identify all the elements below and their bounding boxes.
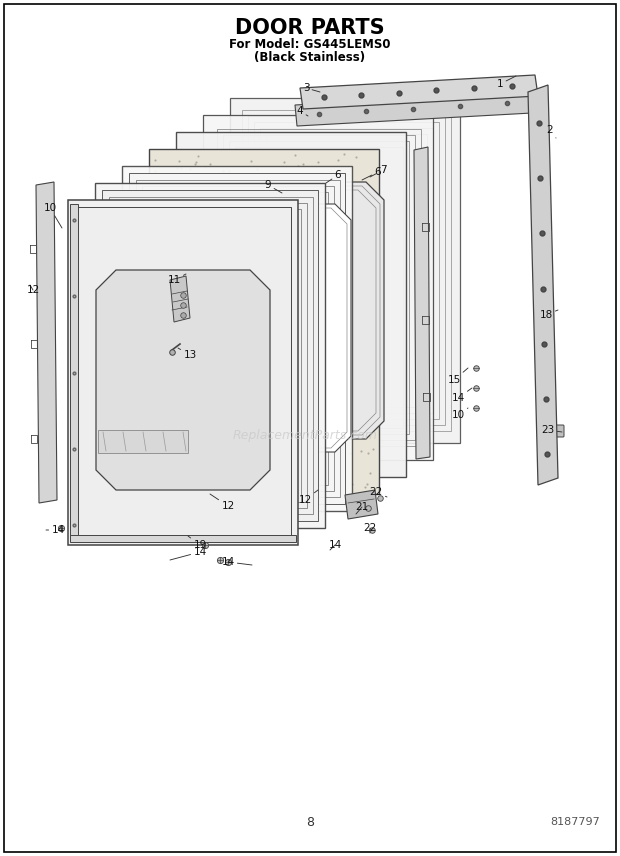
Polygon shape	[414, 147, 430, 459]
Polygon shape	[198, 182, 384, 439]
Text: 8187797: 8187797	[550, 817, 600, 827]
Polygon shape	[36, 182, 57, 503]
Polygon shape	[75, 207, 291, 538]
Text: 14: 14	[451, 388, 472, 403]
Polygon shape	[96, 270, 270, 490]
Polygon shape	[95, 183, 325, 528]
Text: 1: 1	[497, 76, 516, 89]
Text: 23: 23	[541, 425, 562, 435]
Text: DOOR PARTS: DOOR PARTS	[235, 18, 385, 38]
Text: 6: 6	[362, 167, 381, 180]
Polygon shape	[170, 276, 190, 322]
Text: 15: 15	[448, 368, 468, 385]
Polygon shape	[528, 85, 558, 485]
Polygon shape	[70, 204, 78, 541]
Text: 8: 8	[306, 816, 314, 829]
Polygon shape	[300, 75, 538, 109]
Text: 6: 6	[326, 170, 342, 183]
Text: 14: 14	[46, 525, 64, 535]
Text: 10: 10	[43, 203, 62, 228]
Text: 11: 11	[167, 274, 186, 285]
Text: 13: 13	[178, 348, 197, 360]
Text: 14: 14	[170, 547, 206, 560]
Text: 12: 12	[27, 285, 40, 295]
Text: 2: 2	[547, 125, 556, 138]
Text: ReplacementParts.com: ReplacementParts.com	[232, 429, 378, 442]
Text: 10: 10	[451, 408, 468, 420]
Text: 12: 12	[210, 494, 234, 511]
Polygon shape	[68, 200, 298, 545]
FancyBboxPatch shape	[546, 425, 564, 437]
Polygon shape	[176, 132, 406, 477]
Text: 22: 22	[363, 523, 376, 533]
Text: 14: 14	[221, 557, 252, 567]
Polygon shape	[177, 204, 351, 452]
Text: (Black Stainless): (Black Stainless)	[254, 51, 366, 64]
Polygon shape	[345, 490, 378, 519]
Text: 7: 7	[370, 165, 386, 177]
Polygon shape	[295, 92, 532, 126]
Polygon shape	[102, 190, 318, 521]
Polygon shape	[129, 173, 345, 504]
Text: 18: 18	[539, 310, 558, 320]
Text: 21: 21	[355, 502, 369, 514]
Text: 9: 9	[265, 180, 282, 193]
Text: 19: 19	[188, 536, 206, 550]
Text: 12: 12	[298, 490, 318, 505]
Text: 4: 4	[297, 106, 308, 116]
Text: 14: 14	[329, 540, 342, 550]
Polygon shape	[122, 166, 352, 511]
Polygon shape	[230, 98, 460, 443]
Text: For Model: GS445LEMS0: For Model: GS445LEMS0	[229, 38, 391, 51]
Text: 22: 22	[370, 487, 387, 497]
Text: 3: 3	[303, 83, 320, 93]
Polygon shape	[203, 115, 433, 460]
Polygon shape	[70, 535, 296, 542]
Polygon shape	[98, 430, 188, 453]
Polygon shape	[149, 149, 379, 494]
